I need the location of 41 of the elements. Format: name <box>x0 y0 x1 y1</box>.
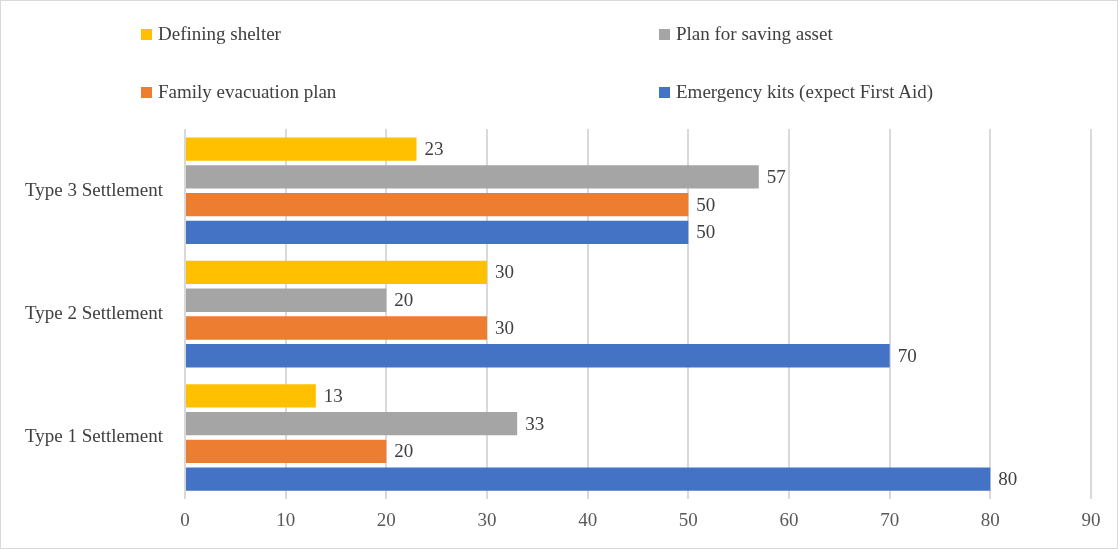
bar <box>185 344 890 368</box>
y-tick-label: Type 1 Settlement <box>24 425 164 447</box>
data-label: 30 <box>494 261 514 283</box>
y-tick-label: Type 2 Settlement <box>24 302 164 324</box>
bar <box>185 220 689 245</box>
data-label: 23 <box>424 138 444 160</box>
data-label: 80 <box>998 468 1018 490</box>
x-tick-label: 20 <box>376 508 396 530</box>
x-tick-label: 30 <box>477 508 497 530</box>
x-tick-label: 50 <box>678 508 698 530</box>
legend-label: Defining shelter <box>158 23 281 45</box>
data-label: 70 <box>897 344 917 366</box>
bar <box>185 411 518 436</box>
x-tick-label: 40 <box>578 508 598 530</box>
bar <box>185 439 387 464</box>
legend-label: Emergency kits (expect First Aid) <box>676 81 934 103</box>
x-tick-label: 0 <box>180 508 190 530</box>
data-label: 20 <box>394 440 414 462</box>
data-label: 20 <box>394 289 414 311</box>
data-label: 57 <box>766 165 786 187</box>
bar <box>185 288 387 312</box>
x-tick-label: 80 <box>980 508 1000 530</box>
legend-label: Plan for saving asset <box>676 23 833 45</box>
data-label: 50 <box>696 221 716 243</box>
bar <box>185 137 417 161</box>
x-tick-label: 10 <box>276 508 296 530</box>
bar <box>185 316 487 340</box>
bar <box>185 165 759 189</box>
x-tick-label: 70 <box>880 508 900 530</box>
data-label: 50 <box>696 193 716 215</box>
bar <box>185 260 487 285</box>
data-label: 30 <box>494 316 514 338</box>
data-label: 33 <box>525 412 545 434</box>
y-tick-label: Type 3 Settlement <box>24 178 164 200</box>
legend-label: Family evacuation plan <box>158 81 337 103</box>
bar <box>185 192 689 217</box>
bar <box>185 467 991 491</box>
x-tick-label: 90 <box>1081 508 1101 530</box>
x-tick-label: 60 <box>779 508 799 530</box>
data-label: 13 <box>323 384 343 406</box>
bar <box>185 384 316 408</box>
